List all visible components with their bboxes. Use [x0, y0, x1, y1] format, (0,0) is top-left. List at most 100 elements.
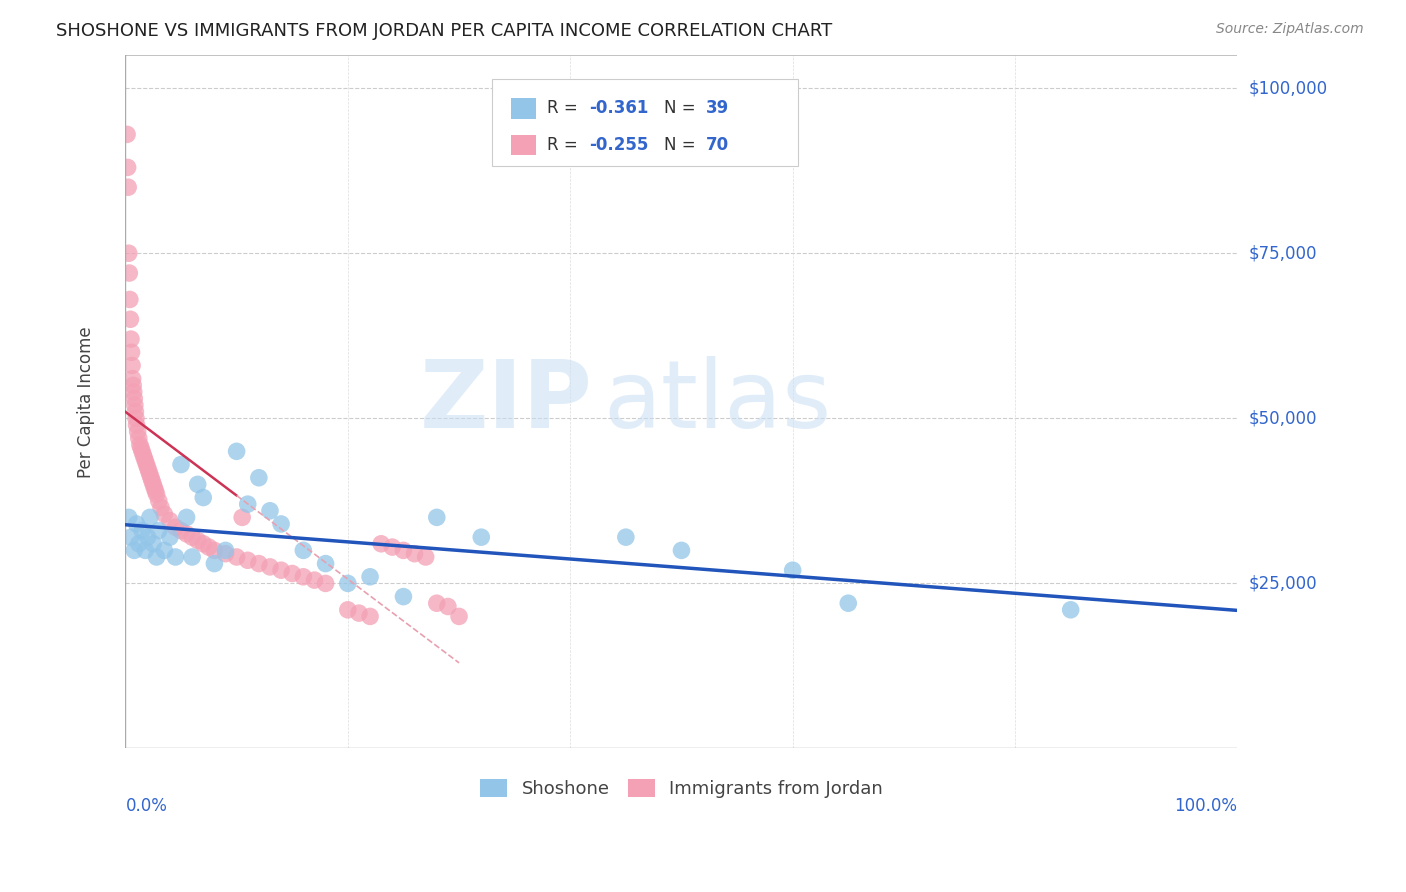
Point [134, 454, 156, 468]
Point [132, 448, 155, 462]
Point [165, 520, 187, 534]
Point [1060, 603, 1083, 617]
Point [142, 477, 165, 491]
Point [270, 516, 292, 531]
Point [143, 481, 166, 495]
Point [225, 444, 247, 458]
Point [176, 527, 198, 541]
Point [381, 540, 404, 554]
Point [236, 553, 259, 567]
Point [121, 345, 143, 359]
Point [117, 161, 139, 175]
Point [124, 405, 146, 419]
Point [150, 500, 173, 515]
Point [118, 246, 141, 260]
Point [281, 566, 304, 581]
Point [359, 609, 381, 624]
Text: $50,000: $50,000 [1249, 409, 1317, 427]
Point [782, 563, 804, 577]
Point [139, 471, 162, 485]
Point [247, 471, 270, 485]
Point [117, 180, 139, 194]
Point [176, 510, 198, 524]
Point [187, 477, 209, 491]
Point [614, 530, 637, 544]
Point [404, 547, 426, 561]
Text: N =: N = [664, 99, 700, 118]
Text: -0.255: -0.255 [589, 136, 648, 154]
Point [124, 398, 146, 412]
Point [124, 392, 146, 406]
Point [292, 543, 315, 558]
Point [142, 537, 165, 551]
Point [131, 444, 153, 458]
Text: R =: R = [547, 99, 583, 118]
Point [214, 547, 236, 561]
Point [347, 606, 370, 620]
Text: Source: ZipAtlas.com: Source: ZipAtlas.com [1216, 22, 1364, 37]
Point [138, 464, 160, 478]
Point [125, 417, 148, 432]
Text: SHOSHONE VS IMMIGRANTS FROM JORDAN PER CAPITA INCOME CORRELATION CHART: SHOSHONE VS IMMIGRANTS FROM JORDAN PER C… [56, 22, 832, 40]
Point [121, 372, 143, 386]
Point [447, 609, 470, 624]
Text: $25,000: $25,000 [1249, 574, 1317, 592]
Point [125, 411, 148, 425]
Point [259, 560, 281, 574]
Point [181, 549, 204, 564]
Point [120, 332, 142, 346]
Point [165, 549, 187, 564]
Point [148, 494, 170, 508]
Point [135, 458, 157, 472]
Point [118, 510, 141, 524]
Point [359, 570, 381, 584]
Point [159, 514, 181, 528]
Text: ZIP: ZIP [419, 356, 592, 448]
Point [136, 530, 159, 544]
Point [198, 540, 221, 554]
Point [231, 510, 253, 524]
Point [315, 576, 337, 591]
Text: N =: N = [664, 136, 700, 154]
Point [118, 293, 141, 307]
Point [153, 543, 176, 558]
Point [145, 483, 167, 498]
Text: 70: 70 [706, 136, 730, 154]
Point [120, 530, 142, 544]
Point [837, 596, 859, 610]
Point [153, 507, 176, 521]
Point [202, 543, 225, 558]
Point [202, 557, 225, 571]
Point [122, 378, 145, 392]
Point [370, 537, 392, 551]
Point [127, 425, 149, 439]
Text: atlas: atlas [603, 356, 832, 448]
Point [159, 530, 181, 544]
Point [193, 537, 215, 551]
Point [304, 573, 326, 587]
Point [136, 460, 159, 475]
Point [392, 543, 415, 558]
Point [415, 549, 437, 564]
Point [134, 450, 156, 465]
Point [139, 467, 162, 482]
Point [270, 563, 292, 577]
Point [122, 384, 145, 399]
Point [128, 438, 150, 452]
Text: R =: R = [547, 136, 583, 154]
Point [181, 530, 204, 544]
Legend: Shoshone, Immigrants from Jordan: Shoshone, Immigrants from Jordan [472, 772, 890, 805]
Point [236, 497, 259, 511]
Text: $100,000: $100,000 [1249, 79, 1327, 97]
Text: -0.361: -0.361 [589, 99, 648, 118]
Point [247, 557, 270, 571]
FancyBboxPatch shape [492, 79, 799, 166]
Point [115, 128, 138, 142]
Point [121, 359, 143, 373]
Point [128, 431, 150, 445]
Point [120, 312, 142, 326]
Text: 100.0%: 100.0% [1174, 797, 1237, 815]
Point [145, 549, 167, 564]
Point [118, 266, 141, 280]
Point [193, 491, 215, 505]
